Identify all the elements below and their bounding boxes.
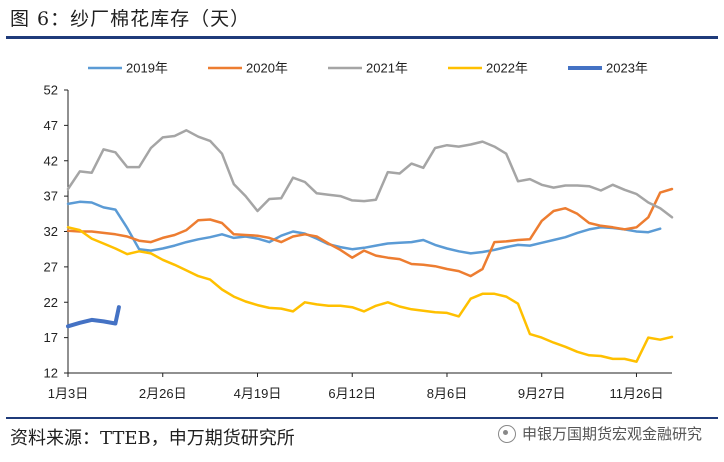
watermark-text: 申银万国期货宏观金融研究 bbox=[521, 426, 702, 443]
series-line-0 bbox=[66, 200, 662, 255]
watermark: 申银万国期货宏观金融研究 bbox=[497, 423, 702, 444]
x-tick-label: 1月3日 bbox=[48, 386, 88, 401]
legend-label-4: 2023年 bbox=[606, 61, 648, 76]
y-tick-label: 32 bbox=[44, 224, 58, 239]
series-line-4 bbox=[66, 305, 121, 329]
legend-label-3: 2022年 bbox=[486, 61, 528, 76]
x-tick-label: 11月26日 bbox=[609, 386, 663, 401]
legend-label-0: 2019年 bbox=[126, 61, 168, 76]
series-line-1 bbox=[66, 187, 674, 278]
wechat-icon bbox=[497, 424, 516, 443]
line-chart: 2019年 2020年 2021年 2022年 2023年 12 17 22 27 32 37 42… bbox=[44, 61, 674, 401]
series-line-3 bbox=[66, 226, 674, 363]
x-tick-label: 8月6日 bbox=[427, 386, 467, 401]
x-tick-label: 2月26日 bbox=[139, 386, 187, 401]
y-tick-label: 17 bbox=[44, 330, 58, 345]
legend: 2019年 2020年 2021年 2022年 2023年 bbox=[88, 61, 648, 76]
legend-label-1: 2020年 bbox=[246, 61, 288, 76]
footer-rule bbox=[6, 417, 718, 419]
y-tick-label: 27 bbox=[44, 259, 58, 274]
source-note: 资料来源：TTEB，申万期货研究所 bbox=[10, 428, 295, 449]
y-tick-label: 52 bbox=[44, 83, 58, 98]
x-tick-label: 9月27日 bbox=[518, 386, 566, 401]
y-tick-label: 42 bbox=[44, 153, 58, 168]
legend-label-2: 2021年 bbox=[366, 61, 408, 76]
title-rule bbox=[6, 36, 718, 39]
plot-lines bbox=[66, 129, 674, 363]
x-axis: 1月3日 2月26日 4月19日 6月12日 8月6日 9月27日 11月26日 bbox=[48, 372, 672, 401]
y-axis: 12 17 22 27 32 37 42 47 52 bbox=[44, 83, 69, 381]
page-title: 图 6：纱厂棉花库存（天） bbox=[10, 8, 251, 30]
x-tick-label: 4月19日 bbox=[234, 386, 282, 401]
series-line-2 bbox=[66, 129, 674, 219]
y-tick-label: 12 bbox=[44, 366, 58, 381]
y-tick-label: 47 bbox=[44, 118, 58, 133]
y-tick-label: 37 bbox=[44, 189, 58, 204]
y-tick-label: 22 bbox=[44, 295, 58, 310]
x-tick-label: 6月12日 bbox=[328, 386, 376, 401]
